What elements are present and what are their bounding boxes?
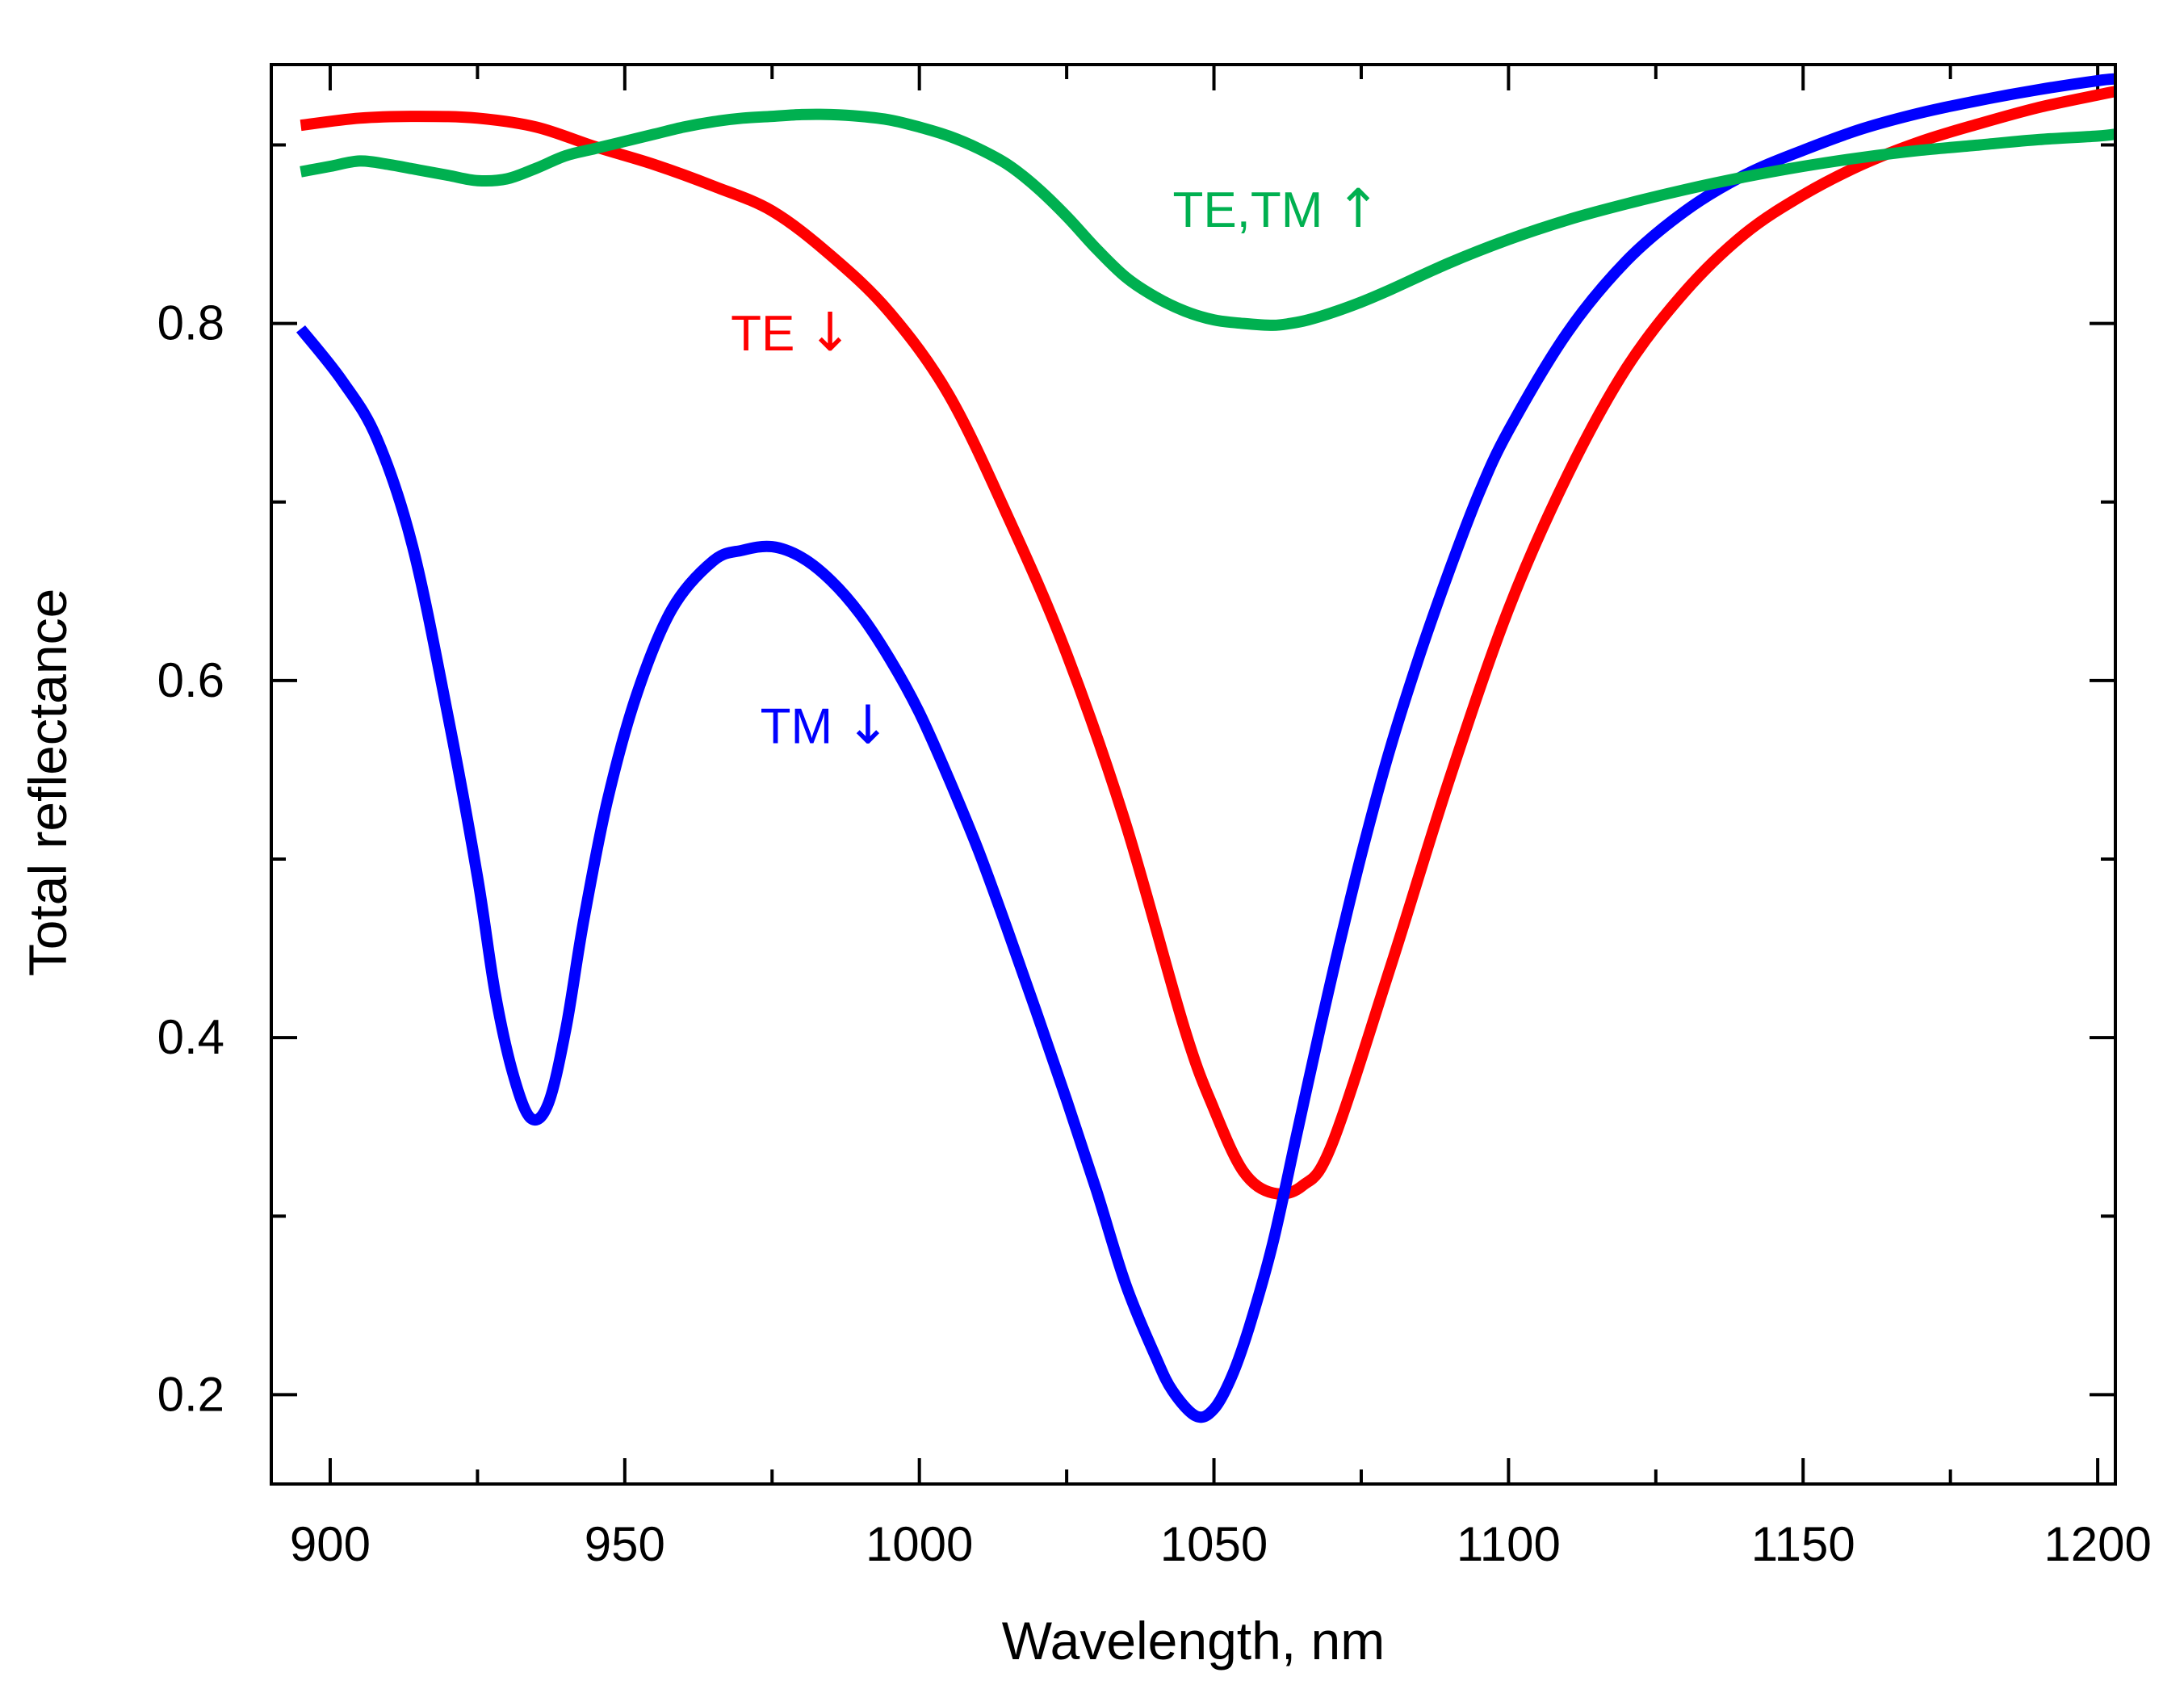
curve-label-1: TM ↓ <box>761 694 891 756</box>
y-tick-labels: 0.2 0.4 0.6 0.8 <box>157 296 224 1422</box>
series-line-0 <box>300 86 2115 1200</box>
arrow-up-icon: ↑ <box>1335 178 1380 240</box>
series-lines <box>296 73 2115 1423</box>
x-tick-label: 1000 <box>866 1517 973 1571</box>
x-tick-label: 1100 <box>1457 1517 1561 1571</box>
curve-label-text: TE,TM <box>1172 182 1323 238</box>
curve-label-2: TE,TM ↑ <box>1172 178 1380 240</box>
x-tick-labels: 900 950 1000 1050 1100 1150 1200 <box>290 1517 2152 1571</box>
curve-label-0: TE ↓ <box>731 301 853 363</box>
x-tick-label: 1050 <box>1160 1517 1268 1571</box>
x-axis-title: Wavelength, nm <box>1002 1611 1385 1671</box>
y-tick-label: 0.2 <box>157 1367 224 1421</box>
plot-frame <box>270 63 2117 1486</box>
arrow-down-icon: ↓ <box>807 301 852 363</box>
series-line-2 <box>300 108 2115 331</box>
curve-label-text: TM <box>761 698 833 754</box>
series-group <box>296 73 2115 1423</box>
arrow-down-icon: ↓ <box>845 694 890 756</box>
y-tick-label: 0.8 <box>157 296 224 350</box>
y-tick-label: 0.6 <box>157 653 224 707</box>
curve-labels: TE ↓TM ↓TE,TM ↑ <box>731 178 1381 756</box>
x-tick-label: 900 <box>290 1517 371 1571</box>
x-tick-label: 950 <box>585 1517 665 1571</box>
curve-label-text: TE <box>731 306 794 362</box>
y-tick-label: 0.4 <box>157 1010 224 1064</box>
y-axis-title: Total reflectance <box>18 589 78 977</box>
x-tick-label: 1200 <box>2044 1517 2151 1571</box>
x-tick-label: 1150 <box>1751 1517 1855 1571</box>
series-line-1 <box>296 73 2115 1423</box>
